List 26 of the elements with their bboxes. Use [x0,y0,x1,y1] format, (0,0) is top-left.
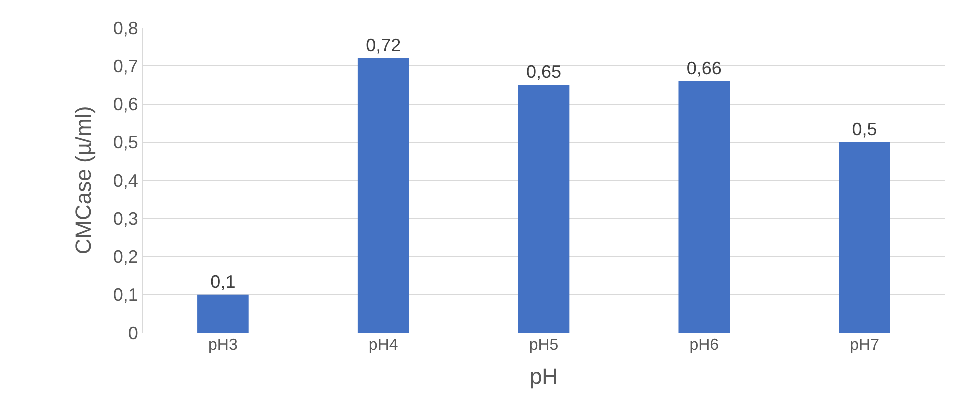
y-tick-label: 0,5 [113,132,138,153]
bar [198,294,249,333]
bar [518,85,570,333]
y-tick-label: 0,4 [113,170,138,191]
bar [358,58,410,333]
x-tick-label: pH3 [208,337,238,354]
x-tick-label: pH4 [368,337,398,354]
data-label: 0,5 [852,119,878,140]
x-tick-label: pH6 [690,337,720,354]
x-axis-title: pH [530,364,558,389]
bar [678,81,730,333]
x-tick-label: pH7 [850,337,880,354]
y-tick-label: 0,6 [113,94,138,115]
bar [839,142,890,333]
data-label: 0,65 [526,62,562,82]
data-label: 0,1 [210,272,236,292]
y-tick-label: 0,8 [113,18,138,38]
y-tick-label: 0,3 [113,208,138,229]
y-axis-title: CMCase (µ/ml) [71,106,96,255]
y-tick-label: 0,1 [113,285,138,306]
data-label: 0,66 [686,58,722,78]
y-tick-label: 0,7 [113,56,138,76]
x-tick-label: pH5 [529,337,559,354]
y-tick-label: 0,2 [113,247,138,268]
y-tick-label: 0 [128,323,138,344]
data-label: 0,72 [366,36,402,56]
